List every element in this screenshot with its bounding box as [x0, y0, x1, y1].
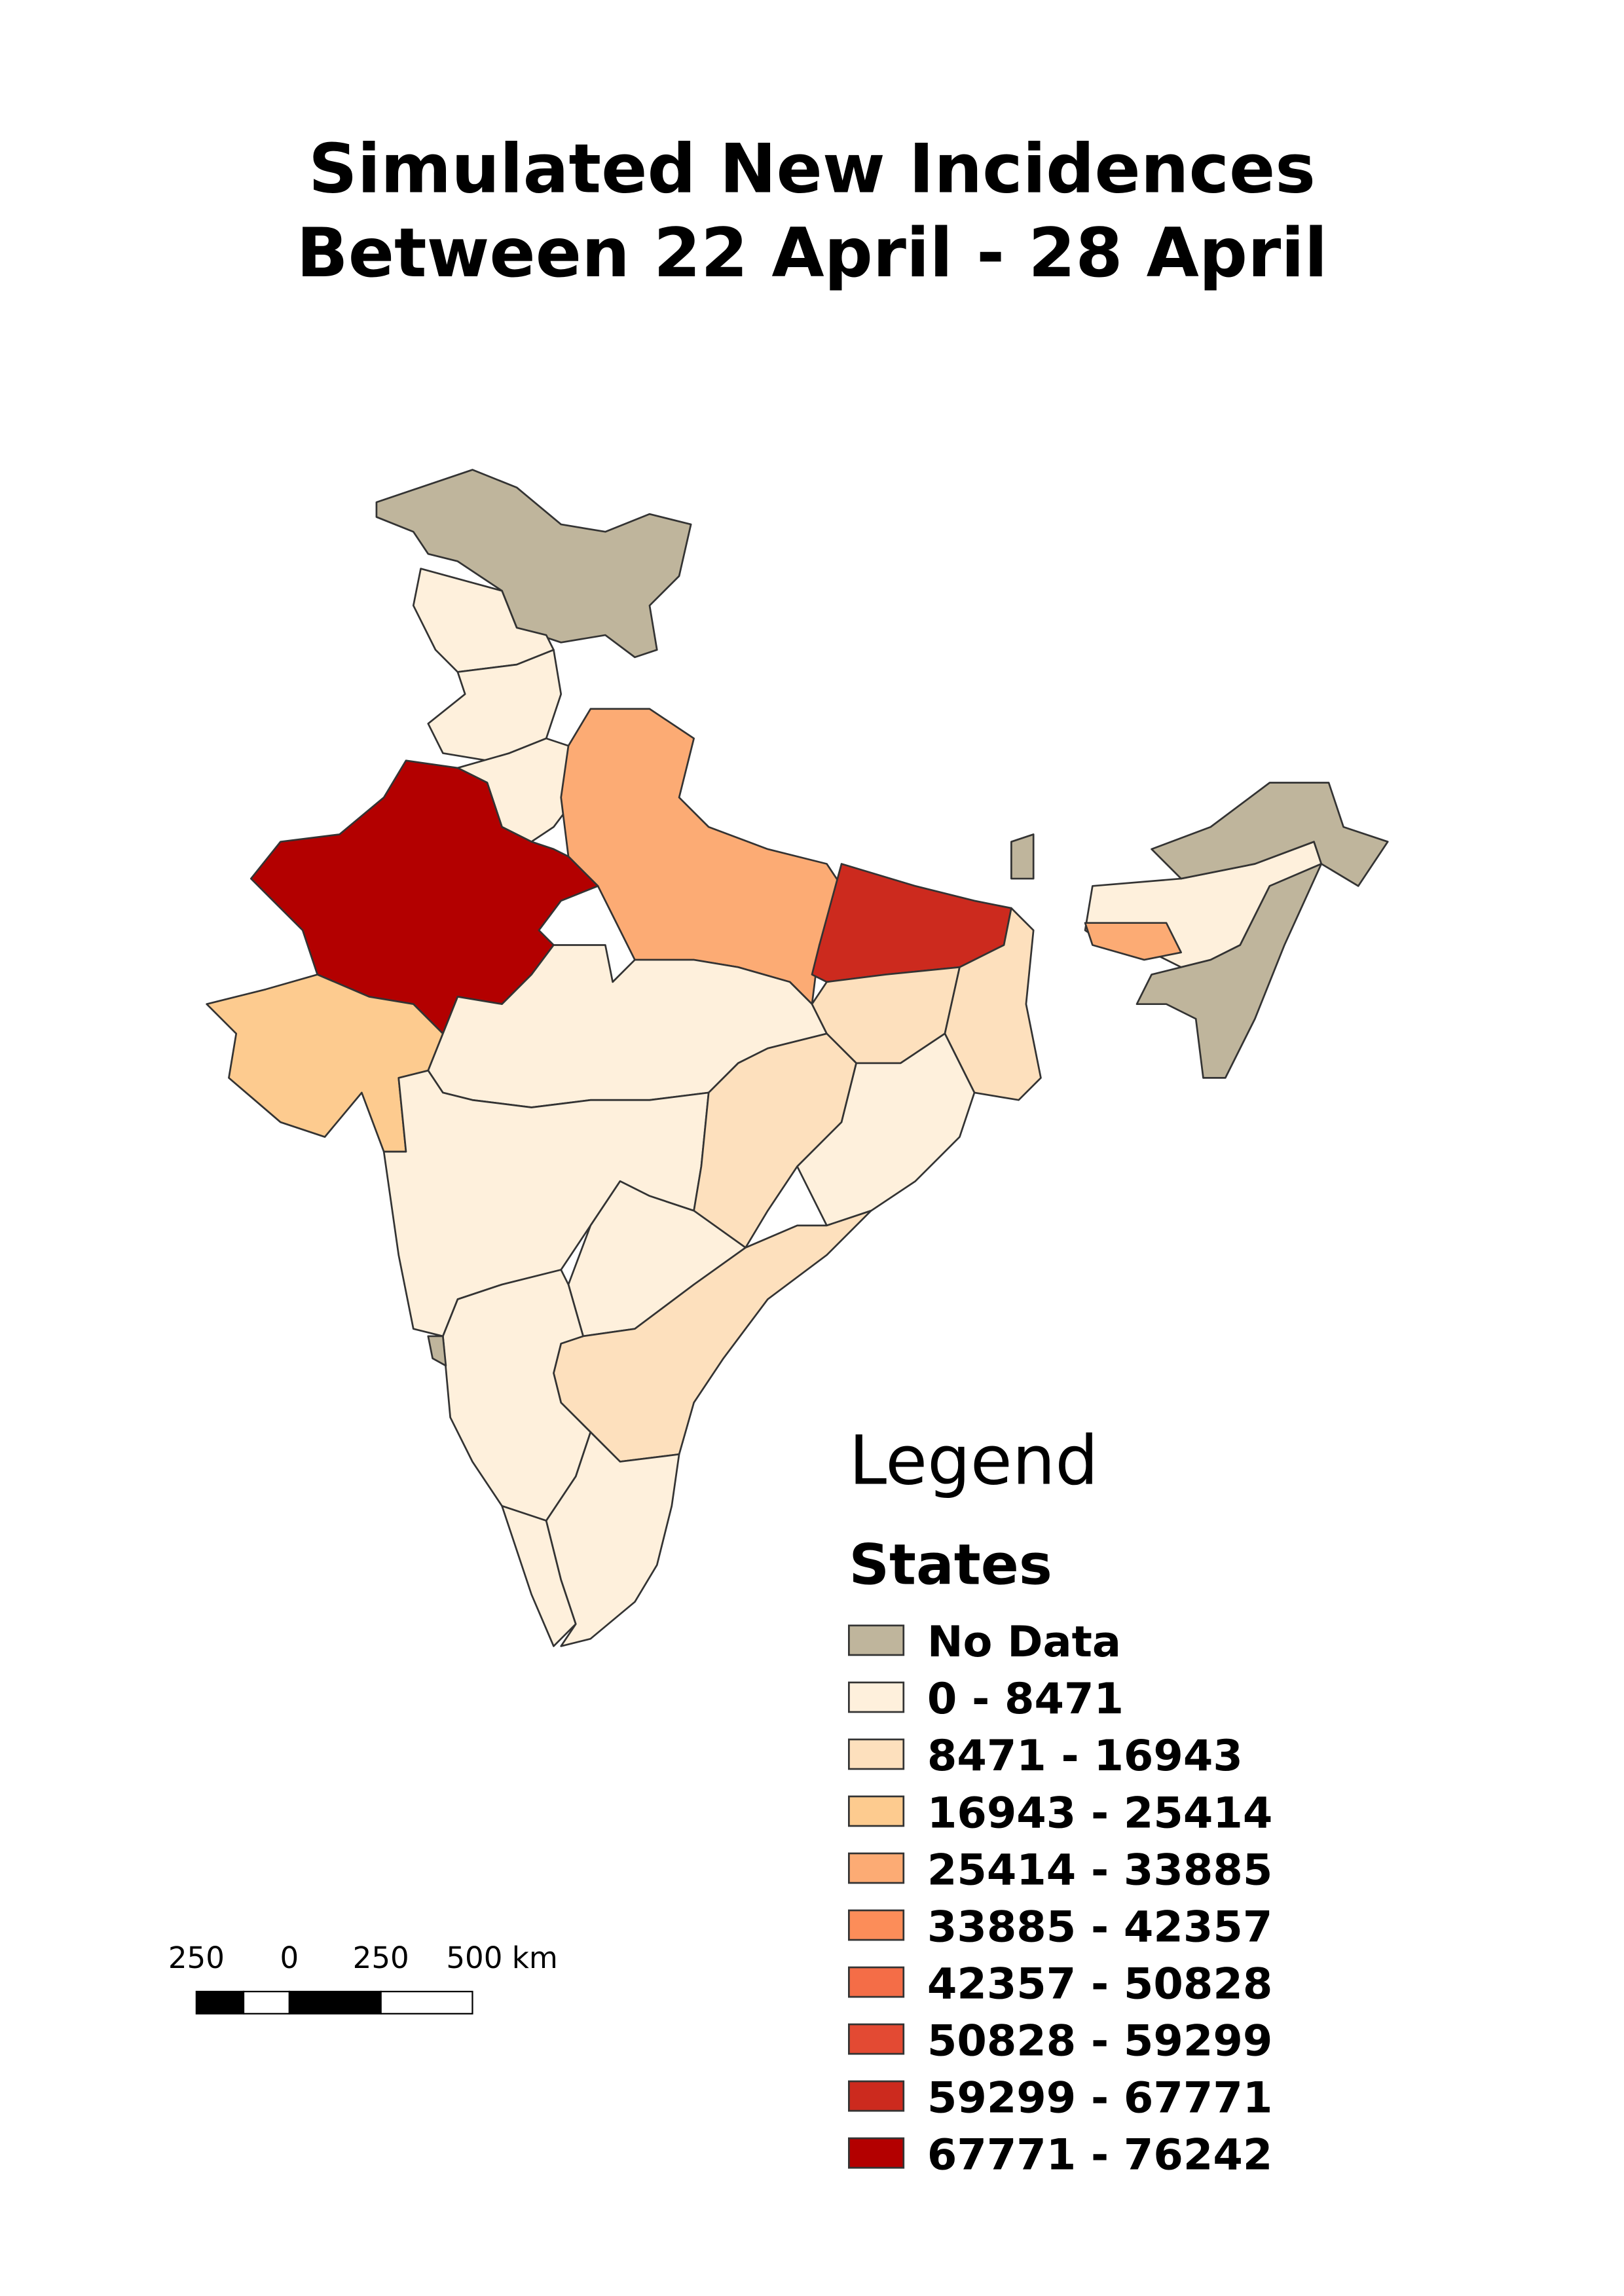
- state: [944, 907, 1042, 1101]
- state: [427, 1335, 447, 1367]
- legend-label: 16943 - 25414: [927, 1788, 1273, 1838]
- scale-label: 0: [280, 1941, 299, 1975]
- state: [796, 1032, 976, 1227]
- legend-label: 50828 - 59299: [927, 2016, 1273, 2066]
- state: [1084, 922, 1182, 961]
- legend-label: 42357 - 50828: [927, 1959, 1273, 2009]
- state: [1135, 863, 1323, 1079]
- legend-swatch: [848, 1738, 905, 1770]
- scale-segment: [288, 1990, 382, 2014]
- scale-segment: [380, 1990, 473, 2014]
- legend-swatch: [848, 2137, 905, 2169]
- legend-swatch: [848, 2080, 905, 2112]
- title: Between 22 April - 28 April: [297, 214, 1328, 293]
- state: [545, 1431, 680, 1647]
- legend-layer: States: [849, 1533, 1052, 1598]
- legend-swatch: [848, 1624, 905, 1656]
- legend-label: No Data: [927, 1617, 1121, 1667]
- state: [442, 1269, 592, 1522]
- legend-swatch: [848, 2023, 905, 2055]
- scale-label: 250: [168, 1941, 225, 1975]
- legend-label: 0 - 8471: [927, 1674, 1124, 1724]
- legend-label: 8471 - 16943: [927, 1731, 1243, 1781]
- legend-label: 67771 - 76242: [927, 2130, 1273, 2179]
- scale-segment: [242, 1990, 291, 2014]
- scale-label: 250: [353, 1941, 409, 1975]
- title: Simulated New Incidences: [308, 130, 1316, 209]
- state: [375, 469, 692, 659]
- legend-swatch: [848, 1681, 905, 1713]
- legend-label: 59299 - 67771: [927, 2073, 1273, 2123]
- legend-swatch: [848, 1909, 905, 1941]
- state: [1010, 833, 1035, 880]
- scale-bar: 250 0 250 500 km: [168, 1941, 558, 2014]
- legend: Legend States No Data 0 - 8471 8471 - 1694…: [848, 1421, 1273, 2179]
- scale-label: 500 km: [446, 1941, 557, 1975]
- legend-label: 33885 - 42357: [927, 1902, 1273, 1952]
- legend-title: Legend: [849, 1421, 1098, 1500]
- legend-swatch: [848, 1795, 905, 1827]
- legend-swatch: [848, 1852, 905, 1884]
- scale-segment: [195, 1990, 245, 2014]
- legend-swatch: [848, 1966, 905, 1998]
- legend-label: 25414 - 33885: [927, 1845, 1273, 1895]
- states: [206, 469, 1389, 1647]
- state: [1151, 782, 1389, 887]
